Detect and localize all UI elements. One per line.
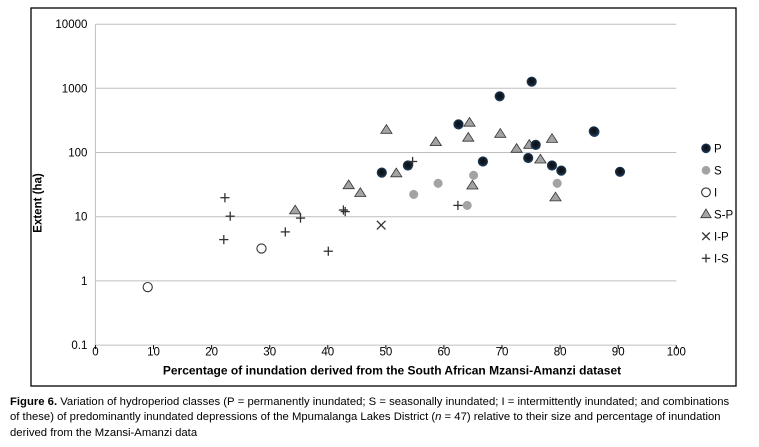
svg-text:70: 70 [496, 347, 509, 359]
svg-text:1: 1 [81, 276, 87, 288]
svg-text:90: 90 [612, 347, 625, 359]
svg-text:Extent (ha): Extent (ha) [33, 173, 45, 233]
svg-text:0.1: 0.1 [71, 340, 87, 352]
svg-text:I: I [714, 187, 717, 199]
svg-text:S-P: S-P [714, 209, 734, 221]
svg-text:10000: 10000 [55, 19, 87, 31]
svg-text:60: 60 [438, 347, 451, 359]
svg-text:P: P [714, 143, 722, 155]
svg-text:1000: 1000 [62, 83, 88, 95]
svg-text:0: 0 [92, 347, 98, 359]
svg-text:30: 30 [263, 347, 276, 359]
svg-text:50: 50 [380, 347, 393, 359]
svg-text:100: 100 [68, 148, 87, 160]
svg-text:40: 40 [321, 347, 334, 359]
svg-text:10: 10 [147, 347, 160, 359]
svg-text:I-P: I-P [714, 231, 729, 243]
svg-text:100: 100 [667, 347, 686, 359]
svg-text:S: S [714, 165, 722, 177]
svg-text:10: 10 [75, 212, 88, 224]
svg-text:20: 20 [205, 347, 218, 359]
svg-text:Percentage of inundation deriv: Percentage of inundation derived from th… [163, 364, 621, 378]
svg-text:80: 80 [554, 347, 567, 359]
svg-text:I-S: I-S [714, 253, 729, 265]
